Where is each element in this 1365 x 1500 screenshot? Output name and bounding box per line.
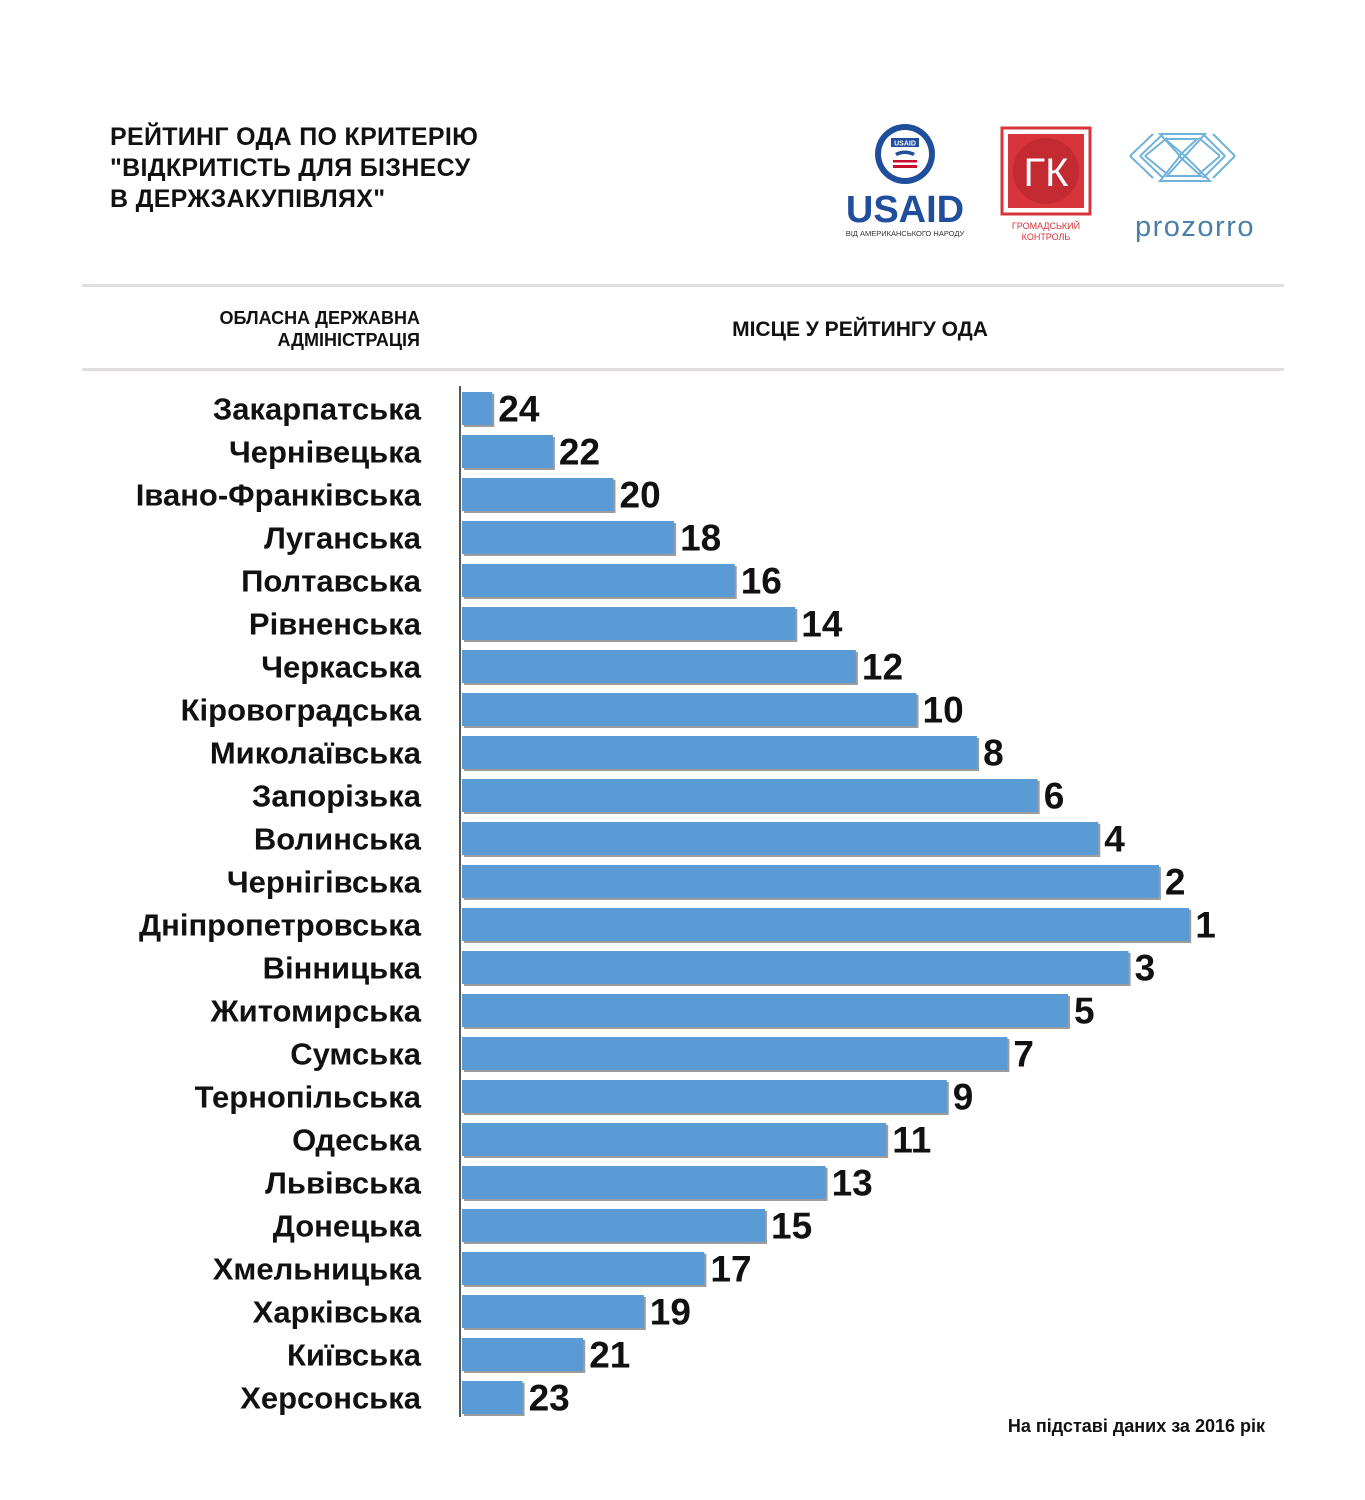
bar [462, 951, 1129, 984]
bar [462, 693, 917, 726]
bar-value-label: 14 [801, 604, 843, 645]
bar-value-label: 22 [559, 432, 600, 473]
category-label: Дніпропетровська [139, 908, 422, 943]
bar [462, 1338, 584, 1371]
bar [462, 1166, 826, 1199]
column-header-region-line-1: ОБЛАСНА ДЕРЖАВНА [219, 308, 420, 328]
chart-title: РЕЙТИНГ ОДА ПО КРИТЕРІЮ "ВІДКРИТІСТЬ ДЛЯ… [110, 122, 478, 215]
category-label: Чернігівська [227, 865, 422, 900]
bar-value-label: 23 [529, 1378, 570, 1419]
bar-value-label: 11 [892, 1120, 931, 1161]
bar [462, 1209, 765, 1242]
bar-value-label: 17 [710, 1249, 751, 1290]
gk-subtext-2: КОНТРОЛЬ [1022, 232, 1071, 242]
bar-value-label: 4 [1104, 819, 1125, 860]
title-line-2: "ВІДКРИТІСТЬ ДЛЯ БІЗНЕСУ [110, 154, 471, 182]
bar [462, 521, 675, 554]
bar [462, 865, 1159, 898]
bar-value-label: 24 [498, 389, 540, 430]
bar-value-label: 21 [589, 1335, 630, 1376]
bar-value-label: 5 [1074, 991, 1095, 1032]
bar-value-label: 3 [1135, 948, 1156, 989]
bar [462, 994, 1068, 1027]
category-label: Хмельницька [213, 1252, 422, 1287]
column-header-region-line-2: АДМІНІСТРАЦІЯ [277, 330, 420, 350]
category-label: Харківська [253, 1295, 422, 1330]
bar-value-label: 6 [1044, 776, 1065, 817]
prozorro-wordmark: prozorro [1135, 211, 1255, 243]
gk-subtext-1: ГРОМАДСЬКИЙ [1012, 220, 1080, 231]
bar [462, 1381, 523, 1414]
category-label: Тернопільська [195, 1080, 422, 1115]
bar-value-label: 2 [1165, 862, 1186, 903]
category-label: Закарпатська [213, 392, 422, 427]
bar-value-label: 16 [741, 561, 782, 602]
bar [462, 1037, 1008, 1070]
bar-value-label: 19 [650, 1292, 691, 1333]
bar-value-label: 12 [862, 647, 903, 688]
category-label: Черкаська [261, 650, 422, 685]
bar-value-label: 10 [923, 690, 964, 731]
gk-logo: ГК ГРОМАДСЬКИЙ КОНТРОЛЬ [1000, 126, 1092, 242]
category-label: Луганська [264, 521, 422, 556]
column-header-region: ОБЛАСНА ДЕРЖАВНА АДМІНІСТРАЦІЯ [150, 307, 420, 351]
divider-bottom [82, 368, 1284, 371]
bar [462, 1080, 947, 1113]
category-label: Житомирська [210, 994, 422, 1029]
usaid-subtext: ВІД АМЕРИКАНСЬКОГО НАРОДУ [846, 229, 965, 238]
category-label: Волинська [254, 822, 422, 857]
category-label: Донецька [273, 1209, 422, 1244]
category-label: Кіровоградська [181, 693, 422, 728]
title-line-3: В ДЕРЖЗАКУПІВЛЯХ" [110, 185, 386, 213]
bar-value-label: 1 [1195, 905, 1216, 946]
bar-value-label: 9 [953, 1077, 974, 1118]
footnote: На підставі даних за 2016 рік [1007, 1416, 1265, 1436]
divider-top [82, 284, 1284, 287]
bar-value-label: 18 [680, 518, 721, 559]
bar [462, 1252, 705, 1285]
category-label: Київська [287, 1338, 422, 1373]
bar-value-label: 20 [620, 475, 661, 516]
category-label: Одеська [292, 1123, 422, 1158]
bar [462, 392, 493, 425]
category-label: Запорізька [252, 779, 422, 814]
partner-logos: USAID USAID ВІД АМЕРИКАНСЬКОГО НАРОДУ ГК… [825, 118, 1285, 248]
bar [462, 478, 614, 511]
title-line-1: РЕЙТИНГ ОДА ПО КРИТЕРІЮ [110, 123, 479, 151]
usaid-wordmark: USAID [846, 189, 964, 231]
gk-mark: ГК [1024, 151, 1070, 195]
category-label: Полтавська [241, 564, 422, 599]
bar [462, 779, 1038, 812]
usaid-logo: USAID USAID ВІД АМЕРИКАНСЬКОГО НАРОДУ [846, 124, 965, 238]
category-label: Рівненська [249, 607, 422, 642]
bar [462, 908, 1190, 941]
bar [462, 650, 856, 683]
column-header-rank: МІСЦЕ У РЕЙТИНГУ ОДА [732, 318, 988, 341]
category-label: Сумська [290, 1037, 422, 1072]
bar [462, 435, 553, 468]
bar [462, 1123, 887, 1156]
category-label: Чернівецька [229, 435, 422, 470]
category-label: Львівська [265, 1166, 422, 1201]
bar [462, 736, 978, 769]
bar [462, 1295, 644, 1328]
prozorro-mark-icon [1129, 133, 1236, 182]
svg-text:USAID: USAID [894, 141, 916, 148]
category-label: Херсонська [240, 1381, 422, 1416]
bar-value-label: 8 [983, 733, 1004, 774]
category-label: Івано-Франківська [136, 478, 422, 513]
bar [462, 607, 796, 640]
category-label: Миколаївська [210, 736, 422, 771]
prozorro-logo: prozorro [1129, 133, 1255, 243]
bar [462, 822, 1099, 855]
bar [462, 564, 735, 597]
rating-bar-chart: Закарпатська 24 Чернівецька 22 Івано-Франків… [136, 386, 1216, 1419]
bar-value-label: 15 [771, 1206, 812, 1247]
bar-value-label: 13 [832, 1163, 873, 1204]
category-label: Вінницька [263, 951, 422, 986]
bar-value-label: 7 [1013, 1034, 1034, 1075]
